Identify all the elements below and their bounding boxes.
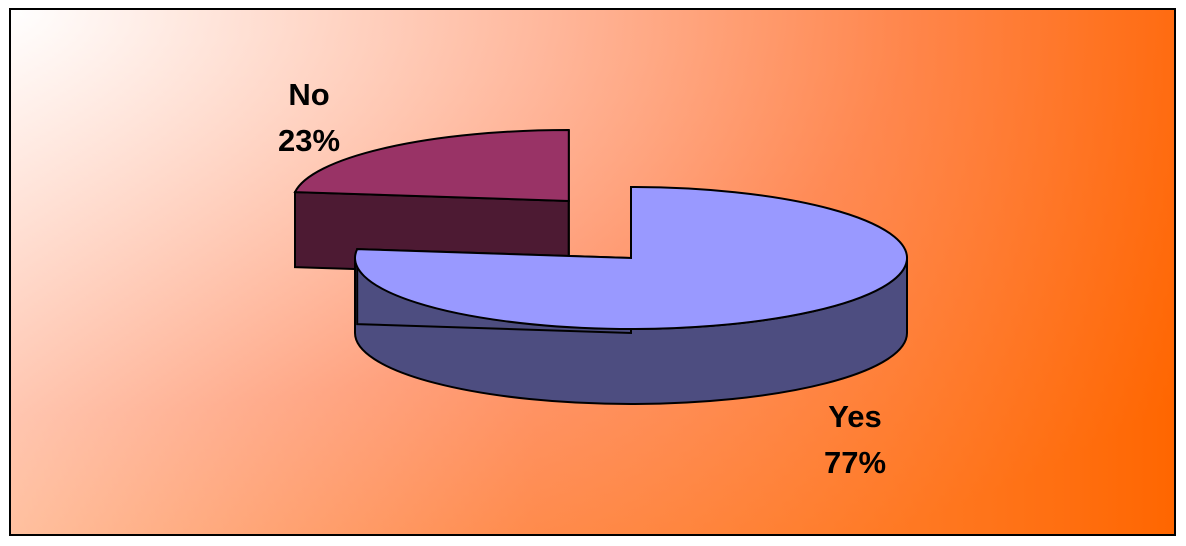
slices-layer [293,128,908,405]
slice-label-no-name: No [288,77,330,112]
slice-yes [354,185,908,405]
slice-label-no-percent: 23% [277,123,341,158]
slice-label-yes-name: Yes [828,399,882,434]
slice-label-yes-percent: 77% [823,445,887,480]
slice-label-yes: Yes 77% [824,394,886,486]
slice-no-top [293,128,570,203]
slice-label-no: No 23% [278,72,340,164]
chart-area: No 23% Yes 77% [9,8,1176,536]
slice-yes-top [354,185,908,330]
pie-chart [11,10,1174,534]
